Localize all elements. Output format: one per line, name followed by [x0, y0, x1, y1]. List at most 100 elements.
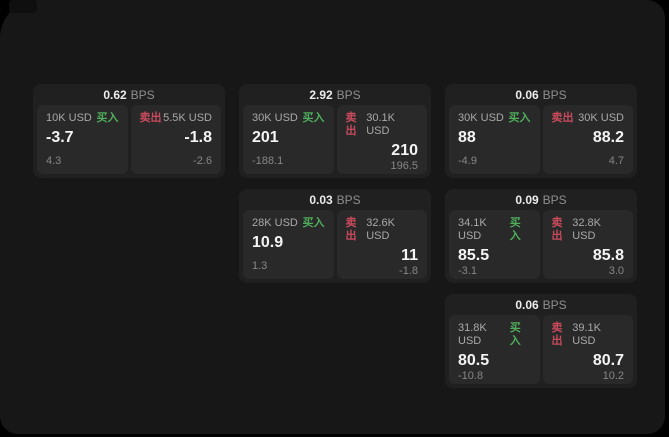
sell-panel[interactable]: 卖出 39.1K USD 80.7 10.2 [542, 315, 633, 384]
card-body: 30K USD 买入 88 -4.9 卖出 30K USD 88.2 4.7 [449, 105, 633, 174]
bps-value: 0.06 [515, 297, 539, 312]
sell-small-value: 196.5 [390, 160, 418, 172]
sell-big-value: -1.8 [184, 129, 212, 146]
card-body: 10K USD 买入 -3.7 4.3 卖出 5.5K USD -1.8 -2.… [37, 105, 221, 174]
buy-button[interactable]: 买入 [509, 322, 521, 347]
bps-suffix-label: BPS [130, 87, 155, 102]
sell-big-value: 80.7 [592, 352, 624, 369]
sell-label-row: 卖出 32.6K USD [346, 217, 419, 243]
buy-button[interactable]: 买入 [508, 112, 531, 124]
sell-panel[interactable]: 卖出 32.8K USD 85.8 3.0 [542, 210, 633, 279]
sell-big-value: 11 [401, 247, 418, 264]
sell-small-value: 10.2 [602, 370, 624, 382]
buy-label-row: 30K USD 买入 [458, 112, 531, 125]
sell-big-value: 85.8 [592, 247, 624, 264]
buy-label-row: 10K USD 买入 [46, 112, 119, 125]
bps-value: 0.09 [515, 192, 539, 207]
sell-button[interactable]: 卖出 [551, 217, 563, 242]
buy-big-value: 10.9 [252, 234, 284, 251]
buy-big-value: 88 [458, 129, 476, 146]
buy-big-value: -3.7 [46, 129, 74, 146]
quote-card: 0.62 BPS 10K USD 买入 -3.7 4.3 卖出 5.5K USD… [33, 84, 225, 178]
card-header: 0.62 BPS [37, 84, 221, 105]
sell-button[interactable]: 卖出 [345, 217, 357, 242]
quote-card: 0.09 BPS 34.1K USD 买入 85.5 -3.1 卖出 32.8K… [445, 189, 637, 283]
sell-amount: 32.6K USD [366, 217, 395, 242]
sell-small-value: 3.0 [608, 265, 624, 277]
buy-big-value: 80.5 [458, 352, 490, 369]
sell-big-value: 210 [391, 142, 418, 159]
sell-amount: 39.1K USD [572, 322, 601, 347]
sell-button[interactable]: 卖出 [139, 112, 162, 124]
buy-panel[interactable]: 10K USD 买入 -3.7 4.3 [37, 105, 128, 174]
sell-button[interactable]: 卖出 [551, 322, 563, 347]
buy-label-row: 30K USD 买入 [252, 112, 325, 125]
quote-card: 0.03 BPS 28K USD 买入 10.9 1.3 卖出 32.6K US… [239, 189, 431, 283]
buy-amount: 30K USD [458, 112, 504, 124]
sell-panel[interactable]: 卖出 30.1K USD 210 196.5 [336, 105, 427, 174]
sell-panel[interactable]: 卖出 32.6K USD 11 -1.8 [336, 210, 427, 279]
buy-label-row: 28K USD 买入 [252, 217, 325, 230]
bps-suffix-label: BPS [336, 192, 361, 207]
bps-value: 0.62 [103, 87, 127, 102]
buy-label-row: 34.1K USD 买入 [458, 217, 531, 243]
quote-card: 0.06 BPS 30K USD 买入 88 -4.9 卖出 30K USD 8… [445, 84, 637, 178]
sell-small-value: -1.8 [399, 265, 418, 277]
sell-big-value: 88.2 [592, 129, 624, 146]
buy-small-value: -3.1 [458, 265, 477, 277]
card-header: 0.03 BPS [243, 189, 427, 210]
buy-button[interactable]: 买入 [302, 112, 325, 124]
card-body: 31.8K USD 买入 80.5 -10.8 卖出 39.1K USD 80.… [449, 315, 633, 384]
bps-value: 2.92 [309, 87, 333, 102]
buy-small-value: -188.1 [252, 155, 284, 167]
bps-suffix-label: BPS [542, 87, 567, 102]
buy-panel[interactable]: 34.1K USD 买入 85.5 -3.1 [449, 210, 540, 279]
buy-small-value: 4.3 [46, 155, 62, 167]
card-header: 0.06 BPS [449, 84, 633, 105]
quote-card: 0.06 BPS 31.8K USD 买入 80.5 -10.8 卖出 39.1… [445, 294, 637, 388]
card-grid: 0.62 BPS 10K USD 买入 -3.7 4.3 卖出 5.5K USD… [33, 84, 637, 388]
buy-button[interactable]: 买入 [509, 217, 521, 242]
buy-small-value: 1.3 [252, 260, 268, 272]
buy-amount: 34.1K USD [458, 217, 487, 242]
sell-label-row: 卖出 32.8K USD [552, 217, 625, 243]
card-header: 2.92 BPS [243, 84, 427, 105]
window-corner-tab [9, 0, 37, 13]
buy-label-row: 31.8K USD 买入 [458, 322, 531, 348]
buy-button[interactable]: 买入 [96, 112, 119, 124]
sell-label-row: 卖出 5.5K USD [140, 112, 213, 125]
buy-big-value: 201 [252, 129, 279, 146]
card-body: 34.1K USD 买入 85.5 -3.1 卖出 32.8K USD 85.8… [449, 210, 633, 279]
buy-panel[interactable]: 28K USD 买入 10.9 1.3 [243, 210, 334, 279]
sell-button[interactable]: 卖出 [345, 112, 357, 137]
buy-panel[interactable]: 31.8K USD 买入 80.5 -10.8 [449, 315, 540, 384]
buy-amount: 10K USD [46, 112, 92, 124]
bps-suffix-label: BPS [336, 87, 361, 102]
bps-suffix-label: BPS [542, 297, 567, 312]
card-header: 0.09 BPS [449, 189, 633, 210]
sell-label-row: 卖出 30.1K USD [346, 112, 419, 138]
buy-small-value: -10.8 [458, 370, 484, 382]
buy-button[interactable]: 买入 [302, 217, 325, 229]
sell-amount: 5.5K USD [163, 112, 212, 124]
sell-amount: 30K USD [578, 112, 624, 124]
sell-small-value: 4.7 [608, 155, 624, 167]
sell-amount: 30.1K USD [366, 112, 395, 137]
sell-panel[interactable]: 卖出 30K USD 88.2 4.7 [542, 105, 633, 174]
bps-value: 0.06 [515, 87, 539, 102]
buy-big-value: 85.5 [458, 247, 490, 264]
sell-panel[interactable]: 卖出 5.5K USD -1.8 -2.6 [130, 105, 221, 174]
card-header: 0.06 BPS [449, 294, 633, 315]
bps-suffix-label: BPS [542, 192, 567, 207]
buy-amount: 30K USD [252, 112, 298, 124]
sell-amount: 32.8K USD [572, 217, 601, 242]
sell-small-value: -2.6 [193, 155, 212, 167]
buy-panel[interactable]: 30K USD 买入 201 -188.1 [243, 105, 334, 174]
buy-panel[interactable]: 30K USD 买入 88 -4.9 [449, 105, 540, 174]
buy-small-value: -4.9 [458, 155, 477, 167]
sell-label-row: 卖出 39.1K USD [552, 322, 625, 348]
sell-button[interactable]: 卖出 [551, 112, 574, 124]
bps-value: 0.03 [309, 192, 333, 207]
quote-card: 2.92 BPS 30K USD 买入 201 -188.1 卖出 30.1K … [239, 84, 431, 178]
